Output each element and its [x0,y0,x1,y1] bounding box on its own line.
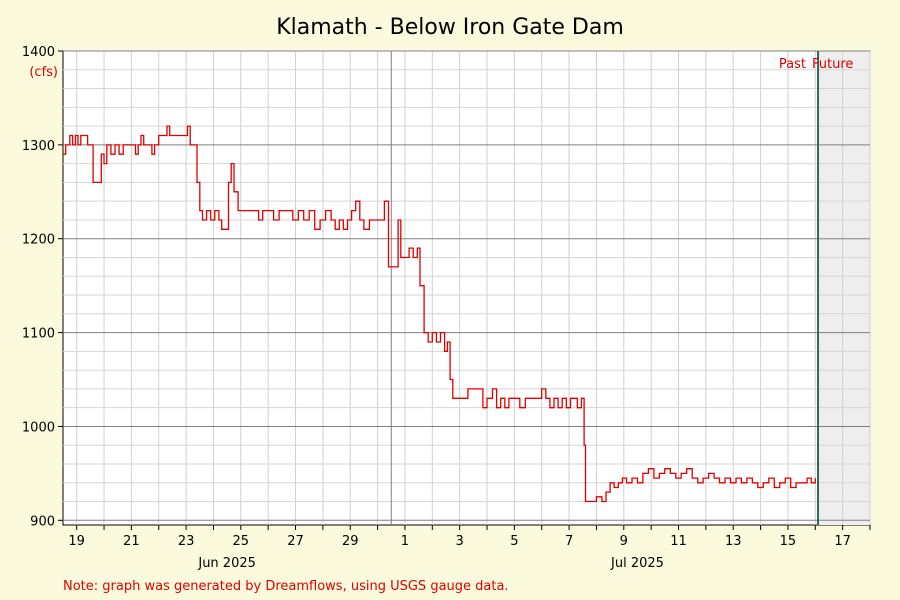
x-tick-label: 5 [510,534,518,549]
future-label: Future [812,57,853,72]
chart-title: Klamath - Below Iron Gate Dam [276,15,624,40]
y-tick-label: 900 [30,514,55,529]
x-tick-label: 19 [68,534,85,549]
y-tick-label: 1400 [22,45,55,60]
footer-note: Note: graph was generated by Dreamflows,… [63,579,509,594]
x-tick-label: 15 [780,534,797,549]
x-tick-label: 7 [565,534,573,549]
plot-background [62,50,871,526]
month-label: Jul 2025 [610,556,664,571]
y-axis-unit-label: (cfs) [29,65,58,80]
x-tick-label: 17 [834,534,851,549]
y-tick-label: 1200 [22,233,55,248]
y-tick-label: 1100 [22,327,55,342]
x-tick-label: 25 [233,534,250,549]
flow-series-line [63,125,816,503]
x-tick-label: 9 [620,534,628,549]
x-tick-label: 29 [342,534,359,549]
x-tick-label: 21 [123,534,140,549]
x-tick-label: 3 [456,534,464,549]
past-label: Past [779,57,806,72]
x-tick-label: 1 [401,534,409,549]
y-tick-label: 1300 [22,139,55,154]
y-tick-label: 1000 [22,420,55,435]
month-label: Jun 2025 [197,556,256,571]
x-tick-label: 13 [725,534,742,549]
x-tick-label: 23 [178,534,195,549]
x-tick-label: 11 [670,534,687,549]
x-tick-label: 27 [287,534,304,549]
future-region [818,51,870,525]
